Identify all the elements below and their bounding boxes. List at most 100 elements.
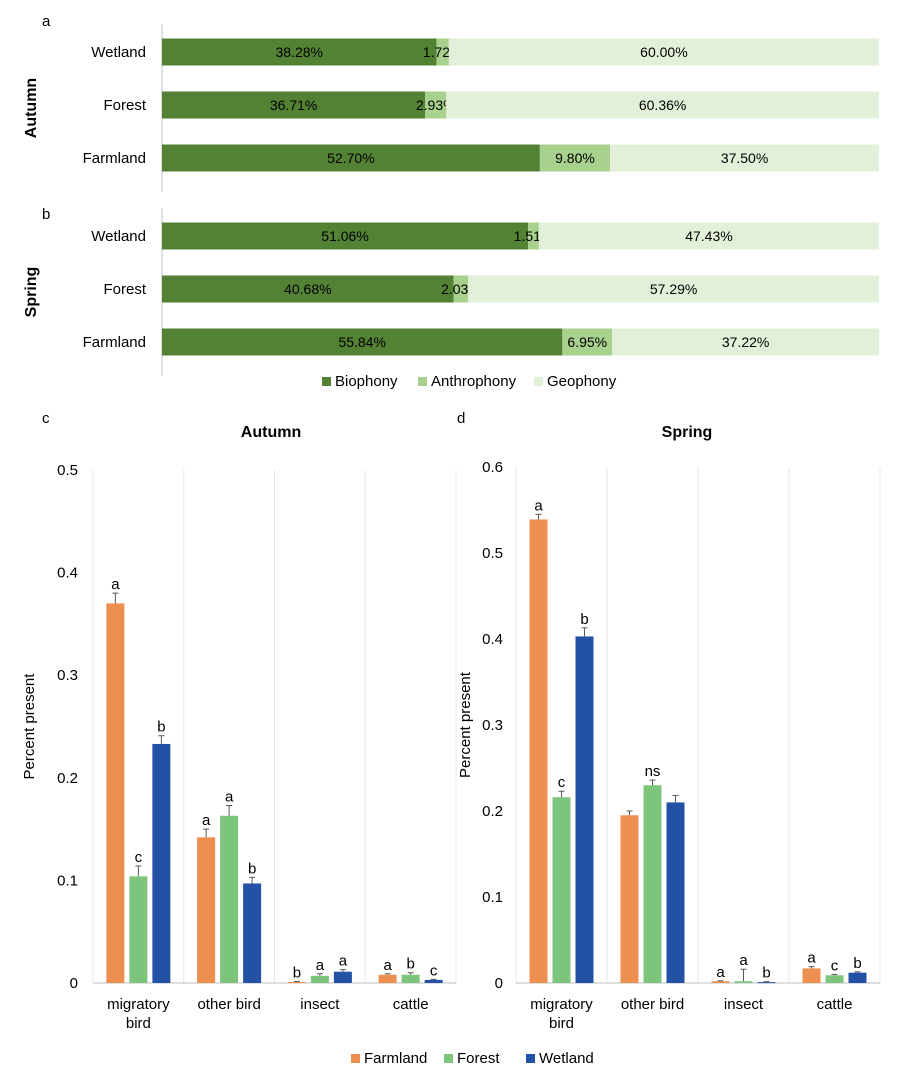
significance-letter-farmland-other-bird: a xyxy=(202,812,211,829)
group-label: Spring xyxy=(23,267,40,318)
bar-forest-cattle xyxy=(401,974,420,983)
bar-wetland-migratory-bird xyxy=(152,743,171,983)
bar-anthrophony-wetland xyxy=(528,222,539,250)
bar-farmland-cattle xyxy=(378,974,397,983)
bar-biophony-forest xyxy=(162,275,454,303)
bar-wetland-insect xyxy=(757,982,776,984)
data-label-anthrophony-farmland: 6.95% xyxy=(567,334,607,350)
x-tick-label-other-bird: other bird xyxy=(197,996,260,1013)
x-tick-label-migratory-bird: migratory bird xyxy=(530,996,593,1032)
x-tick-label-other-bird: other bird xyxy=(621,996,684,1013)
significance-letter-wetland-migratory-bird: b xyxy=(580,611,588,628)
soundscape-legend: Biophony Anthrophony Geophony xyxy=(322,373,617,390)
bar-wetland-cattle xyxy=(424,979,443,983)
x-tick-label-line: cattle xyxy=(393,996,429,1013)
panel-d-bar-chart: d Spring Percent present 0 0.1 0.2 0.3 0.4 0.5 0… xyxy=(457,410,881,1032)
panel-d-plot: Spring Percent present 0 0.1 0.2 0.3 0.4 0.5 0.6… xyxy=(457,424,881,1032)
significance-letter-forest-cattle: b xyxy=(406,956,414,973)
bar-farmland-cattle xyxy=(802,968,821,983)
bar-forest-migratory-bird xyxy=(129,876,148,983)
bar-anthrophony-forest xyxy=(453,275,469,303)
significance-letter-wetland-cattle: c xyxy=(430,962,438,979)
x-tick-label-line: migratory xyxy=(107,996,170,1013)
category-label-farmland: Farmland xyxy=(83,150,146,167)
bar-forest-other-bird xyxy=(220,815,239,983)
bar-geophony-wetland xyxy=(538,222,879,250)
x-tick-label-line: insect xyxy=(300,996,340,1013)
bar-wetland-insect xyxy=(333,971,352,983)
bar-geophony-farmland xyxy=(612,328,880,356)
bar-biophony-forest xyxy=(162,91,426,119)
bar-biophony-wetland xyxy=(162,38,437,66)
significance-letter-farmland-cattle: a xyxy=(807,950,816,967)
legend-label-farmland: Farmland xyxy=(364,1050,427,1067)
x-tick-label-insect: insect xyxy=(300,996,340,1013)
bar-wetland-other-bird xyxy=(243,883,262,983)
data-label-geophony-forest: 60.36% xyxy=(639,97,686,113)
data-label-biophony-wetland: 38.28% xyxy=(275,44,322,60)
data-label-biophony-wetland: 51.06% xyxy=(321,228,368,244)
y-tick-label: 0.4 xyxy=(482,631,503,648)
significance-letter-wetland-migratory-bird: b xyxy=(157,719,165,736)
significance-letter-wetland-insect: b xyxy=(762,965,770,982)
category-label-forest: Forest xyxy=(103,97,146,114)
x-tick-label-line: bird xyxy=(549,1015,574,1032)
data-label-biophony-forest: 40.68% xyxy=(284,281,331,297)
bar-farmland-migratory-bird xyxy=(106,603,125,983)
panel-label-b: b xyxy=(42,206,50,223)
x-tick-label-line: cattle xyxy=(817,996,853,1013)
y-tick-label: 0.3 xyxy=(57,667,78,684)
data-label-biophony-forest: 36.71% xyxy=(270,97,317,113)
y-tick-label: 0.6 xyxy=(482,459,503,476)
significance-letter-farmland-insect: b xyxy=(293,964,301,981)
x-tick-label-migratory-bird: migratory bird xyxy=(107,996,170,1032)
bar-biophony-farmland xyxy=(162,144,540,172)
data-label-geophony-farmland: 37.50% xyxy=(721,150,768,166)
y-axis-label: Percent present xyxy=(457,671,474,778)
significance-letter-forest-cattle: c xyxy=(831,957,839,974)
bar-anthrophony-forest xyxy=(425,91,447,119)
significance-letter-farmland-insect: a xyxy=(716,964,725,981)
y-tick-label: 0.2 xyxy=(482,803,503,820)
legend-swatch-forest xyxy=(444,1054,453,1063)
bar-anthrophony-farmland xyxy=(539,144,611,172)
bar-wetland-migratory-bird xyxy=(575,636,594,983)
significance-letter-forest-insect: a xyxy=(316,957,325,974)
y-tick-label: 0.5 xyxy=(482,545,503,562)
chart-title: Spring xyxy=(662,424,713,441)
category-label-wetland: Wetland xyxy=(91,228,146,245)
category-label-farmland: Farmland xyxy=(83,334,146,351)
legend-swatch-biophony xyxy=(322,377,331,386)
significance-letter-forest-other-bird: ns xyxy=(645,763,661,780)
bar-geophony-forest xyxy=(468,275,879,303)
significance-letter-farmland-migratory-bird: a xyxy=(111,576,120,593)
legend-label-forest: Forest xyxy=(457,1050,500,1067)
legend-swatch-anthrophony xyxy=(418,377,427,386)
significance-letter-farmland-migratory-bird: a xyxy=(534,497,543,514)
data-label-biophony-farmland: 55.84% xyxy=(338,334,385,350)
habitat-legend: Farmland Forest Wetland xyxy=(351,1050,594,1067)
bar-forest-insect xyxy=(734,981,753,983)
x-tick-label-line: insect xyxy=(724,996,764,1013)
bar-anthrophony-farmland xyxy=(562,328,613,356)
x-tick-label-cattle: cattle xyxy=(817,996,853,1013)
panel-label-a: a xyxy=(42,13,51,30)
bar-forest-cattle xyxy=(825,975,844,983)
panel-label-c: c xyxy=(42,410,50,427)
chart-title: Autumn xyxy=(241,424,301,441)
bar-geophony-farmland xyxy=(610,144,879,172)
y-tick-label: 0.2 xyxy=(57,770,78,787)
data-label-anthrophony-farmland: 9.80% xyxy=(555,150,595,166)
legend-label-wetland: Wetland xyxy=(539,1050,594,1067)
legend-swatch-geophony xyxy=(534,377,543,386)
legend-swatch-wetland xyxy=(526,1054,535,1063)
bar-farmland-insect xyxy=(711,981,730,983)
legend-label-biophony: Biophony xyxy=(335,373,398,390)
x-tick-label-line: bird xyxy=(126,1015,151,1032)
data-label-geophony-wetland: 60.00% xyxy=(640,44,687,60)
significance-letter-wetland-other-bird: b xyxy=(248,860,256,877)
significance-letter-wetland-cattle: b xyxy=(853,955,861,972)
